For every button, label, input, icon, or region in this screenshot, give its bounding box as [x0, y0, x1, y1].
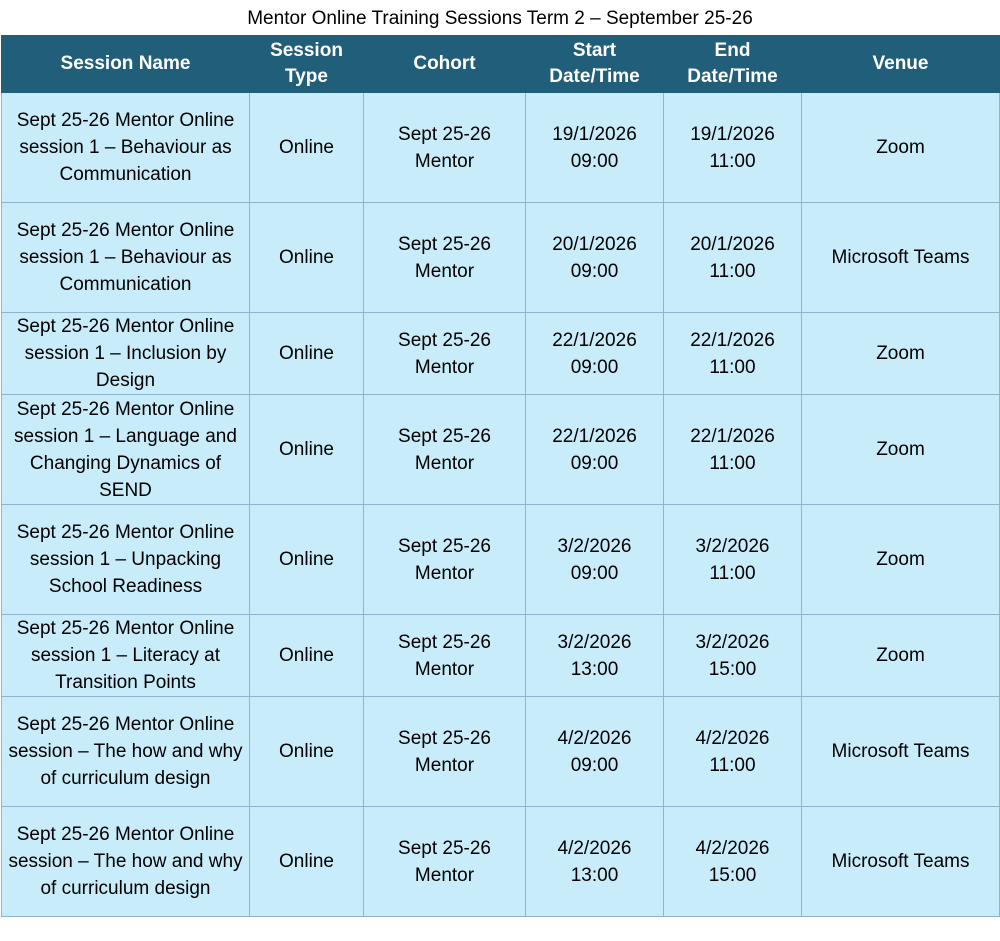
table-cell: Online [249, 504, 364, 615]
table-cell: 20/1/2026 09:00 [525, 202, 664, 313]
table-cell: Sept 25-26 Mentor [363, 614, 526, 697]
table-cell: Sept 25-26 Mentor [363, 696, 526, 807]
table-cell: Zoom [801, 92, 1000, 203]
table-cell: Sept 25-26 Mentor Online session 1 – Beh… [1, 202, 250, 313]
table-cell: 3/2/2026 11:00 [663, 504, 802, 615]
table-cell: Online [249, 92, 364, 203]
table-row: Sept 25-26 Mentor Online session 1 – Beh… [1, 92, 1000, 203]
table-title: Mentor Online Training Sessions Term 2 –… [247, 8, 753, 29]
table-row: Sept 25-26 Mentor Online session – The h… [1, 696, 1000, 807]
table-cell: 22/1/2026 11:00 [663, 394, 802, 505]
table-cell: 3/2/2026 15:00 [663, 614, 802, 697]
header-cell: End Date/Time [663, 35, 802, 93]
table-cell: 4/2/2026 15:00 [663, 806, 802, 917]
header-cell: Start Date/Time [525, 35, 664, 93]
table-cell: 20/1/2026 11:00 [663, 202, 802, 313]
header-cell: Session Type [249, 35, 364, 93]
table-row: Sept 25-26 Mentor Online session 1 – Lit… [1, 614, 1000, 697]
header-cell: Session Name [1, 35, 250, 93]
table-cell: 22/1/2026 09:00 [525, 312, 664, 395]
table-cell: 4/2/2026 09:00 [525, 696, 664, 807]
table-cell: Zoom [801, 394, 1000, 505]
table-cell: 3/2/2026 13:00 [525, 614, 664, 697]
table-row: Sept 25-26 Mentor Online session – The h… [1, 806, 1000, 917]
table-row: Sept 25-26 Mentor Online session 1 – Inc… [1, 312, 1000, 395]
table-body: Sept 25-26 Mentor Online session 1 – Beh… [1, 92, 1000, 917]
header-cell: Venue [801, 35, 1000, 93]
table-cell: Microsoft Teams [801, 806, 1000, 917]
header-row: Session Name Session Type Cohort Start Date… [1, 35, 1000, 93]
table-cell: Sept 25-26 Mentor [363, 202, 526, 313]
table-row: Sept 25-26 Mentor Online session 1 – Lan… [1, 394, 1000, 505]
table-cell: Zoom [801, 614, 1000, 697]
table-cell: Online [249, 696, 364, 807]
table-row: Sept 25-26 Mentor Online session 1 – Beh… [1, 202, 1000, 313]
table-cell: Sept 25-26 Mentor [363, 312, 526, 395]
table-cell: Online [249, 806, 364, 917]
table-cell: Sept 25-26 Mentor Online session 1 – Lit… [1, 614, 250, 697]
table-row: Sept 25-26 Mentor Online session 1 – Unp… [1, 504, 1000, 615]
table-cell: 19/1/2026 11:00 [663, 92, 802, 203]
table-cell: 4/2/2026 13:00 [525, 806, 664, 917]
table-cell: Sept 25-26 Mentor Online session – The h… [1, 696, 250, 807]
table-cell: Online [249, 202, 364, 313]
sessions-table: Session Name Session Type Cohort Start Date… [1, 35, 1000, 917]
table-cell: Microsoft Teams [801, 202, 1000, 313]
table-cell: Sept 25-26 Mentor Online session 1 – Lan… [1, 394, 250, 505]
table-cell: Sept 25-26 Mentor [363, 92, 526, 203]
table-cell: Sept 25-26 Mentor Online session – The h… [1, 806, 250, 917]
header-cell: Cohort [363, 35, 526, 93]
table-cell: Online [249, 312, 364, 395]
table-cell: Sept 25-26 Mentor Online session 1 – Inc… [1, 312, 250, 395]
table-cell: 4/2/2026 11:00 [663, 696, 802, 807]
table-cell: Zoom [801, 504, 1000, 615]
table-cell: Zoom [801, 312, 1000, 395]
table-cell: 22/1/2026 09:00 [525, 394, 664, 505]
table-cell: Online [249, 394, 364, 505]
table-cell: Sept 25-26 Mentor [363, 504, 526, 615]
table-cell: Sept 25-26 Mentor [363, 394, 526, 505]
table-cell: 19/1/2026 09:00 [525, 92, 664, 203]
table-cell: Sept 25-26 Mentor Online session 1 – Beh… [1, 92, 250, 203]
table-cell: Online [249, 614, 364, 697]
table-cell: 22/1/2026 11:00 [663, 312, 802, 395]
table-cell: 3/2/2026 09:00 [525, 504, 664, 615]
table-cell: Sept 25-26 Mentor Online session 1 – Unp… [1, 504, 250, 615]
table-cell: Sept 25-26 Mentor [363, 806, 526, 917]
table-cell: Microsoft Teams [801, 696, 1000, 807]
